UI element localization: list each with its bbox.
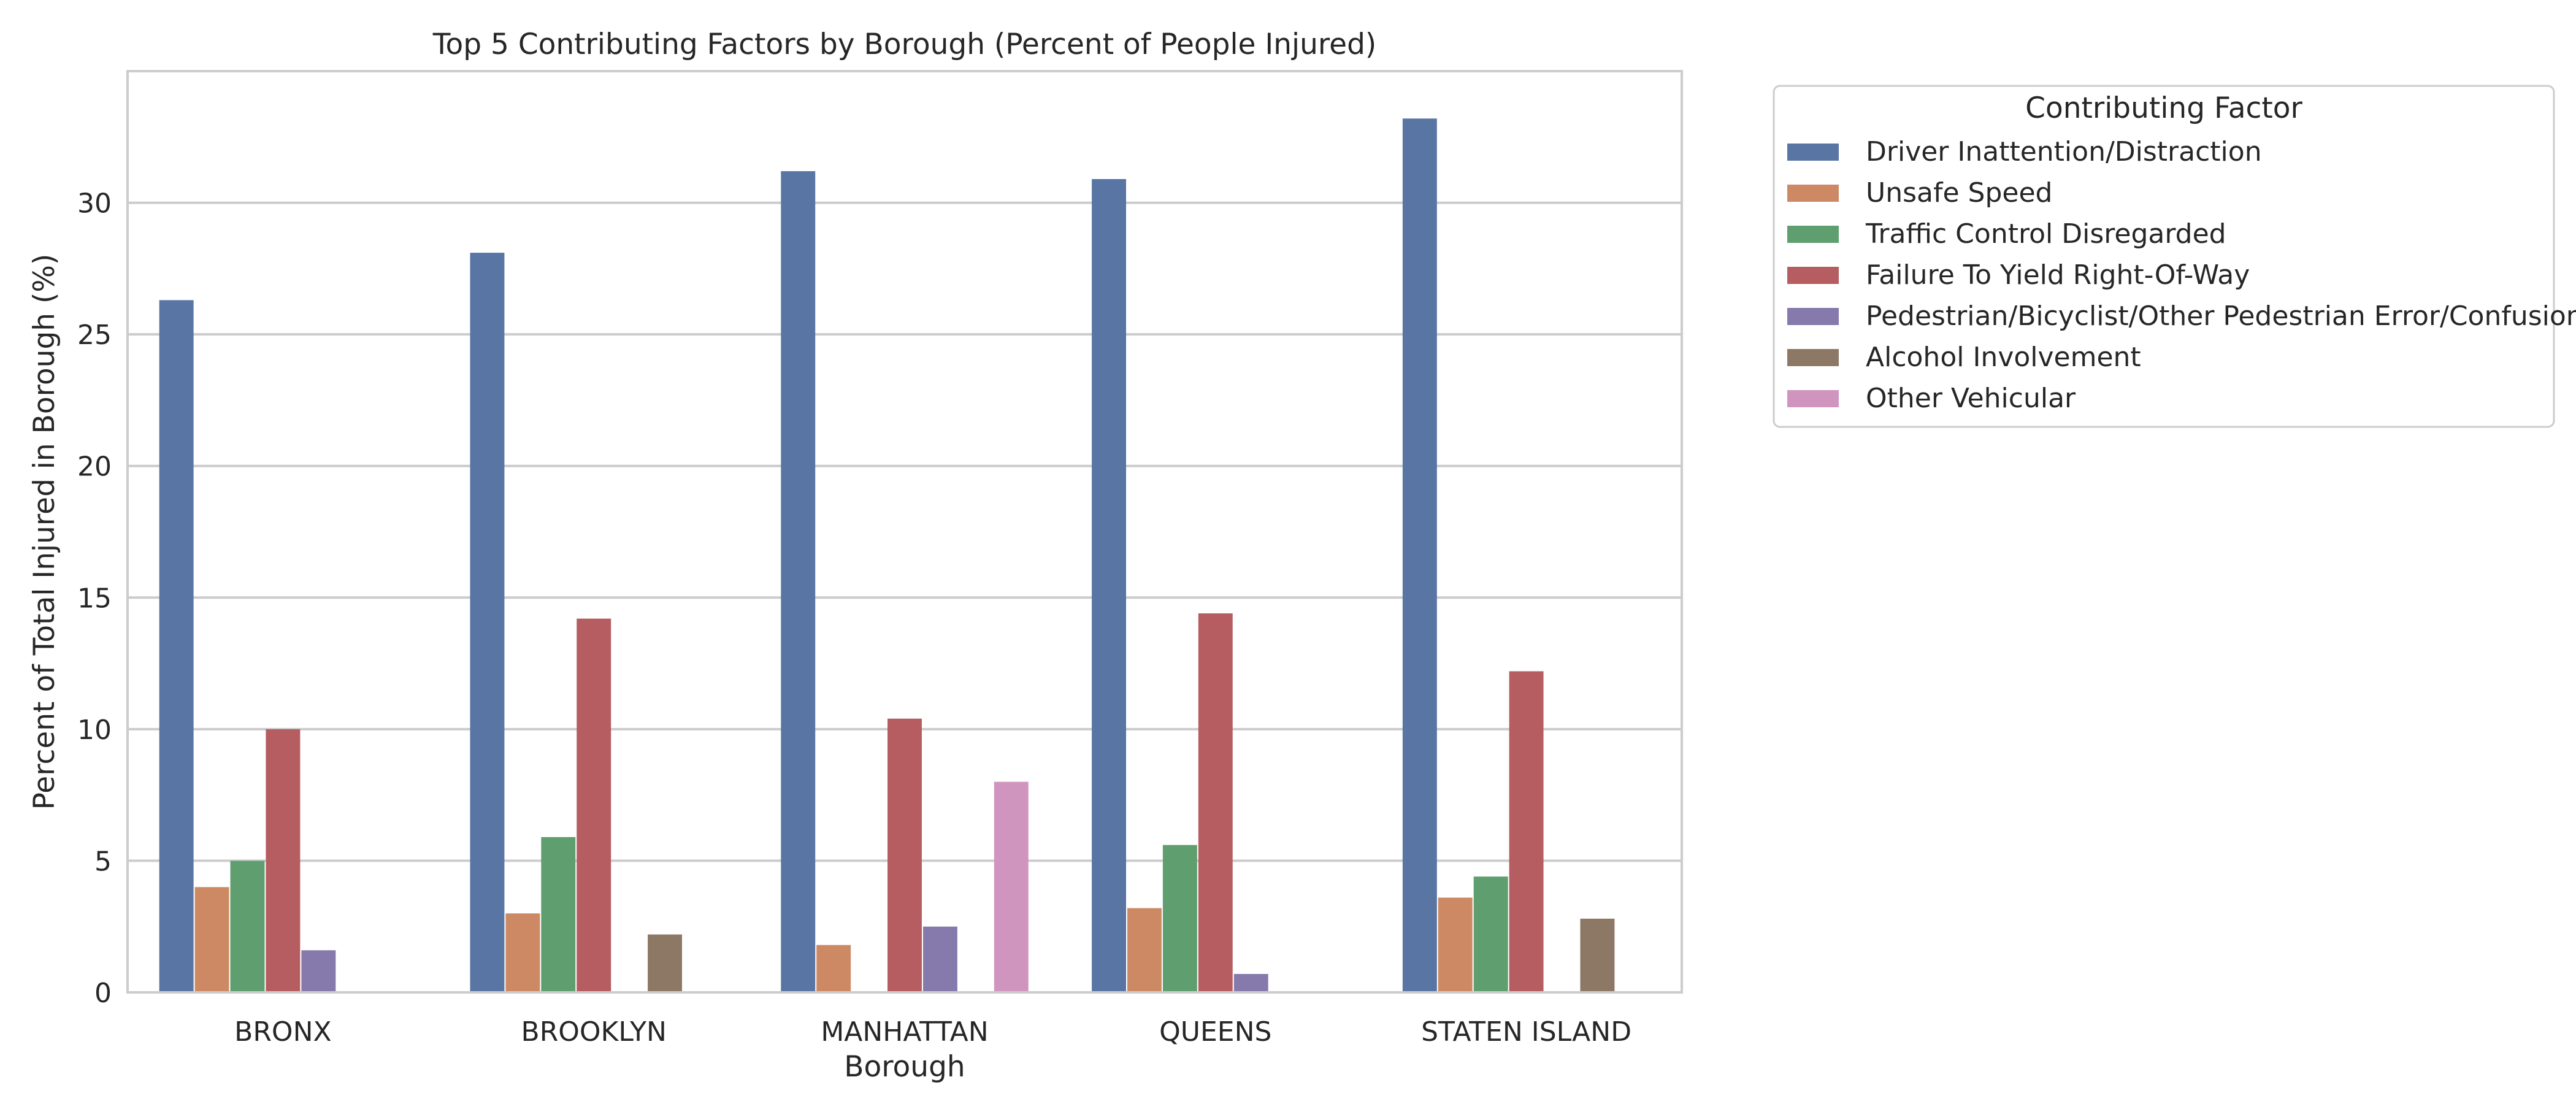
- legend-label: Alcohol Involvement: [1866, 342, 2141, 373]
- y-tick-label: 5: [94, 846, 112, 877]
- legend-label: Pedestrian/Bicyclist/Other Pedestrian Er…: [1866, 301, 2576, 332]
- legend-label: Driver Inattention/Distraction: [1866, 136, 2262, 167]
- legend-label: Unsafe Speed: [1866, 177, 2052, 209]
- bar: [470, 253, 505, 992]
- bar: [230, 861, 265, 992]
- y-tick-label: 30: [77, 188, 112, 220]
- bar: [541, 837, 576, 992]
- y-tick-label: 20: [77, 451, 112, 483]
- y-tick-label: 10: [77, 715, 112, 746]
- bar: [159, 300, 194, 993]
- legend-label: Other Vehicular: [1866, 383, 2076, 414]
- bar: [994, 781, 1029, 992]
- bar: [301, 950, 336, 992]
- legend-items: Driver Inattention/Distraction Unsafe Spe…: [1787, 136, 2576, 414]
- legend-box: [1773, 85, 2555, 428]
- legend-swatch: [1787, 390, 1839, 407]
- y-tick-label: 0: [94, 978, 112, 1009]
- bar: [1473, 876, 1508, 992]
- bar: [887, 718, 922, 992]
- y-axis-label: Percent of Total Injured in Borough (%): [28, 254, 61, 810]
- legend-label: Failure To Yield Right-Of-Way: [1866, 259, 2250, 291]
- bar: [1580, 918, 1615, 992]
- bar: [648, 934, 682, 992]
- bar: [1127, 908, 1162, 992]
- x-tick-label: BRONX: [234, 1016, 331, 1048]
- bar: [1092, 178, 1126, 992]
- bar: [781, 171, 816, 993]
- bar: [1438, 897, 1473, 992]
- bar: [266, 729, 301, 992]
- legend-swatch: [1787, 349, 1839, 366]
- legend-label: Traffic Control Disregarded: [1865, 218, 2226, 250]
- bar: [1198, 613, 1233, 992]
- bar: [1402, 118, 1437, 992]
- y-tick-labels: 0 5 10 15 20 25 30: [77, 188, 112, 1009]
- x-tick-label: BROOKLYN: [521, 1016, 667, 1048]
- bar: [1233, 973, 1268, 992]
- bar: [1162, 845, 1197, 992]
- bars: [159, 118, 1615, 993]
- y-tick-label: 15: [77, 583, 112, 614]
- bar: [505, 913, 540, 992]
- bar: [194, 887, 229, 992]
- legend-swatch: [1787, 144, 1839, 161]
- x-axis-label: Borough: [844, 1050, 965, 1084]
- x-tick-label: STATEN ISLAND: [1421, 1016, 1631, 1048]
- bar: [922, 926, 957, 992]
- legend-swatch: [1787, 267, 1839, 284]
- legend-swatch: [1787, 308, 1839, 325]
- legend: Contributing Factor Driver Inattention/D…: [1773, 85, 2576, 428]
- legend-swatch: [1787, 226, 1839, 243]
- legend-swatch: [1787, 185, 1839, 202]
- bar: [816, 945, 851, 992]
- y-tick-label: 25: [77, 320, 112, 351]
- x-tick-label: QUEENS: [1159, 1016, 1271, 1048]
- x-tick-label: MANHATTAN: [821, 1016, 988, 1048]
- plot-frame: [126, 70, 1683, 994]
- bar: [1509, 671, 1544, 992]
- chart-title: Top 5 Contributing Factors by Borough (P…: [432, 28, 1377, 61]
- x-tick-labels: BRONX BROOKLYN MANHATTAN QUEENS STATEN ISLAN…: [234, 1016, 1631, 1048]
- legend-title: Contributing Factor: [2025, 91, 2302, 125]
- bar: [577, 618, 611, 992]
